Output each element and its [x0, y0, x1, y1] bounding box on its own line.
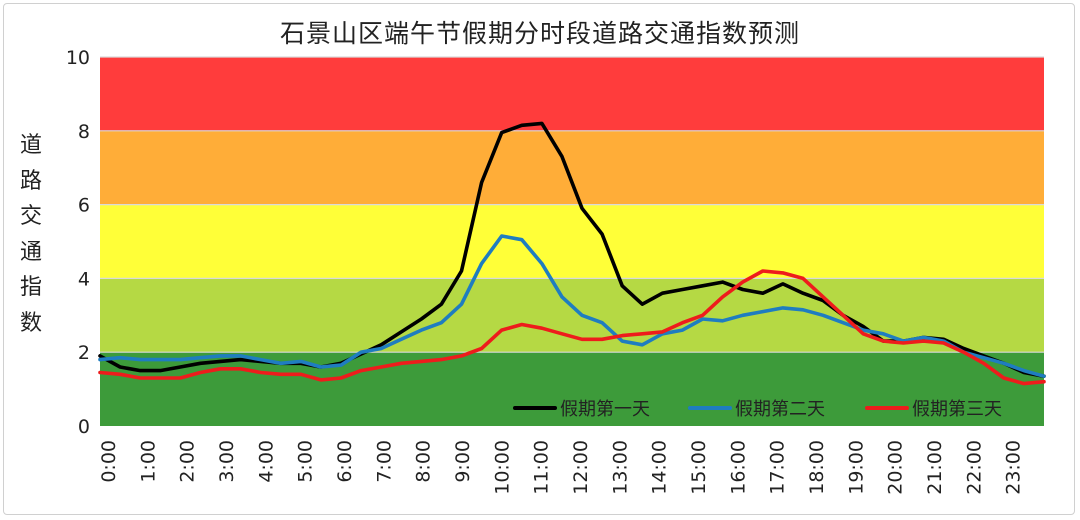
- x-tick-label: 23:00: [1003, 440, 1025, 495]
- y-tick-label: 2: [78, 342, 90, 364]
- x-tick-label: 14:00: [649, 440, 671, 495]
- y-tick-label: 6: [78, 195, 90, 217]
- x-tick-label: 8:00: [413, 440, 435, 483]
- legend: 假期第一天 假期第二天 假期第三天: [513, 399, 1002, 420]
- y-axis-label: 道路交通指数: [19, 133, 42, 336]
- legend-label-1: 假期第一天: [560, 399, 650, 420]
- y-tick-label: 0: [78, 416, 90, 438]
- y-tick-label: 10: [66, 47, 90, 69]
- x-tick-label: 17:00: [767, 440, 789, 495]
- x-tick-label: 1:00: [137, 440, 159, 483]
- x-tick-label: 19:00: [845, 440, 867, 495]
- x-tick-label: 4:00: [255, 440, 277, 483]
- x-tick-label: 18:00: [806, 440, 828, 495]
- x-tick-label: 12:00: [570, 440, 592, 495]
- y-axis-ticks: 0 2 4 6 8 10: [66, 47, 90, 438]
- series-line-2: [98, 234, 1046, 379]
- series-lines: [98, 121, 1046, 386]
- chart-frame: [3, 3, 1075, 515]
- x-tick-label: 22:00: [963, 440, 985, 495]
- x-tick-label: 16:00: [727, 440, 749, 495]
- x-tick-label: 6:00: [334, 440, 356, 483]
- band-8-10: [100, 57, 1044, 131]
- x-tick-label: 21:00: [924, 440, 946, 495]
- x-tick-label: 5:00: [295, 440, 317, 483]
- x-tick-label: 2:00: [177, 440, 199, 483]
- x-tick-label: 11:00: [531, 440, 553, 495]
- chart-title: 石景山区端午节假期分时段道路交通指数预测: [279, 19, 800, 48]
- band-4-6: [100, 204, 1044, 279]
- legend-label-3: 假期第三天: [912, 399, 1002, 420]
- y-tick-label: 4: [78, 268, 90, 290]
- x-tick-label: 15:00: [688, 440, 710, 495]
- x-axis-ticks: 0:00 1:00 2:00 3:00 4:00 5:00 6:00 7:00 8:00 9:00…: [98, 440, 1025, 495]
- x-tick-label: 13:00: [609, 440, 631, 495]
- x-tick-label: 20:00: [885, 440, 907, 495]
- series-line-3: [98, 269, 1046, 386]
- x-tick-label: 3:00: [216, 440, 238, 483]
- band-0-2: [100, 352, 1044, 426]
- legend-label-2: 假期第二天: [735, 399, 825, 420]
- y-tick-label: 8: [78, 121, 90, 143]
- x-tick-label: 10:00: [491, 440, 513, 495]
- band-boundaries: [100, 56, 1044, 353]
- x-tick-label: 9:00: [452, 440, 474, 483]
- band-6-8: [100, 130, 1044, 205]
- x-tick-label: 0:00: [98, 440, 120, 483]
- x-tick-label: 7:00: [373, 440, 395, 483]
